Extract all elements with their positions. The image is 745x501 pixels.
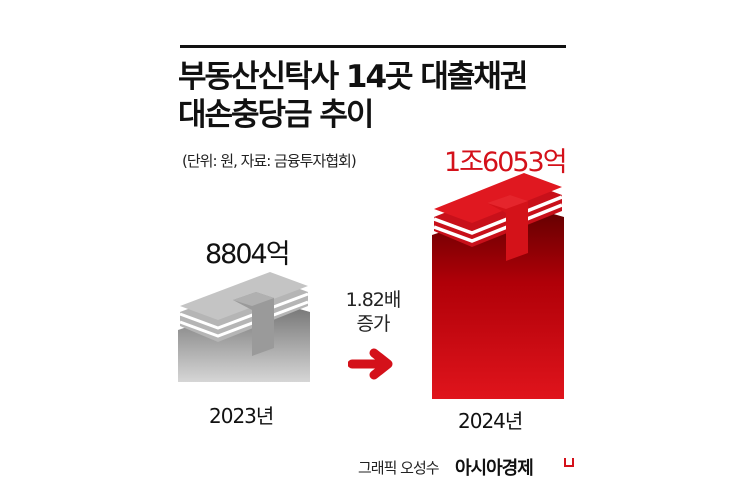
credit-author: 그래픽 오성수 xyxy=(358,459,440,477)
title-line-2: 대손충당금 추이 xyxy=(178,97,374,133)
money-stack-2023-icon xyxy=(178,272,310,382)
year-label-2024: 2024년 xyxy=(458,409,523,433)
money-stack-2024-icon xyxy=(432,173,564,399)
increase-annotation: 1.82배 증가 xyxy=(338,288,408,336)
value-label-2023: 8804억 xyxy=(205,239,291,270)
increase-word: 증가 xyxy=(356,313,391,335)
brand-mark-icon xyxy=(564,458,574,467)
year-label-2023: 2023년 xyxy=(209,404,274,428)
brand-logo: 아시아경제 xyxy=(455,458,534,479)
chart-title: 부동산신탁사 14곳 대출채권 대손충당금 추이 xyxy=(178,58,528,134)
title-rule xyxy=(180,45,566,48)
increase-ratio: 1.82배 xyxy=(345,289,402,311)
value-label-2024: 1조6053억 xyxy=(444,147,568,178)
arrow-right-icon xyxy=(348,348,393,380)
chart-subtitle: (단위: 원, 자료: 금융투자협회) xyxy=(182,152,357,170)
title-line-1: 부동산신탁사 14곳 대출채권 xyxy=(178,59,528,95)
